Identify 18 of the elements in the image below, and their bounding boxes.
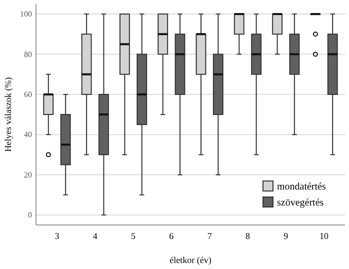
- x-tick-label: 4: [92, 231, 98, 241]
- x-tick-label: 10: [320, 231, 330, 241]
- x-tick-label: 7: [207, 231, 212, 241]
- x-tick-label: 5: [131, 231, 136, 241]
- x-tick-label: 8: [245, 231, 250, 241]
- y-tick-label: 100: [20, 10, 32, 19]
- legend-label: mondatértés: [277, 182, 326, 192]
- x-axis-title: életkor (év): [170, 255, 212, 265]
- legend-label: szövegértés: [277, 198, 324, 208]
- y-tick-label: 20: [24, 170, 32, 180]
- x-tick-label: 3: [54, 231, 60, 241]
- y-axis-title: Helyes válaszok (%): [3, 77, 13, 152]
- y-tick-label: 40: [24, 130, 32, 140]
- y-tick-label: 0: [28, 210, 32, 220]
- x-tick-label: 9: [284, 231, 289, 241]
- y-tick-label: 80: [24, 50, 32, 59]
- x-tick-label: 6: [169, 231, 174, 241]
- y-tick-label: 60: [24, 90, 32, 99]
